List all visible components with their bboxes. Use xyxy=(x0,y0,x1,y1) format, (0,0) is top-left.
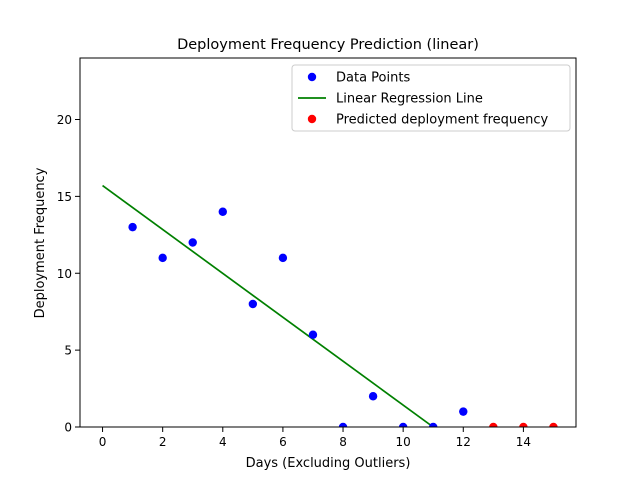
scatter-point-s1-7 xyxy=(308,330,318,339)
scatter-point-s1-1 xyxy=(128,222,137,232)
x-tick-label-6: 10 xyxy=(396,435,411,449)
scatter-point-s1-5 xyxy=(248,299,258,309)
scatter-point-s1-8 xyxy=(338,422,348,427)
scatter-point-s1-6 xyxy=(278,253,288,263)
y-tick-label-5: 20 xyxy=(57,113,72,127)
y-tick-label-1: 0 xyxy=(64,421,72,435)
chart-title: Deployment Frequency Prediction (linear) xyxy=(177,37,479,53)
legend-label-3: Predicted deployment frequency xyxy=(336,113,549,128)
series-line-2 xyxy=(102,184,434,427)
y-tick-label-4: 15 xyxy=(57,190,72,204)
legend: Data Points Linear Regression Line Predict… xyxy=(291,64,571,132)
y-tick-label-3: 10 xyxy=(57,267,72,281)
legend-label-2: Linear Regression Line xyxy=(336,92,483,107)
x-axis-label: Days (Excluding Outliers) xyxy=(246,456,411,471)
x-tick-label-2: 2 xyxy=(159,435,167,449)
scatter-point-s3-1 xyxy=(489,422,498,427)
scatter-point-s1-11 xyxy=(429,422,438,427)
series-layer xyxy=(102,184,558,427)
x-tick-label-3: 4 xyxy=(219,435,227,449)
scatter-point-s1-12 xyxy=(459,407,468,416)
plot-frame xyxy=(79,57,577,428)
scatter-point-s1-2 xyxy=(158,253,167,263)
y-tick-label-2: 5 xyxy=(64,344,72,358)
y-axis-ticks: 0 5 10 15 20 xyxy=(57,113,80,435)
scatter-point-s1-9 xyxy=(368,392,378,401)
x-tick-label-8: 14 xyxy=(516,435,531,449)
x-axis-ticks: 0 2 4 6 8 10 12 14 xyxy=(99,427,531,449)
scatter-point-s1-3 xyxy=(188,238,197,247)
x-tick-label-4: 6 xyxy=(279,435,287,449)
x-tick-label-1: 0 xyxy=(99,435,107,449)
legend-box xyxy=(291,64,571,132)
x-tick-label-7: 12 xyxy=(456,435,471,449)
scatter-point-s1-10 xyxy=(398,422,408,427)
y-axis-label: Deployment Frequency xyxy=(33,167,48,318)
scatter-point-s3-2 xyxy=(519,422,528,427)
x-tick-label-5: 8 xyxy=(339,435,347,449)
scatter-point-s3-3 xyxy=(549,422,558,427)
legend-swatch-3 xyxy=(307,114,317,124)
legend-swatch-1 xyxy=(307,72,317,82)
scatter-point-s1-4 xyxy=(218,207,227,216)
legend-label-1: Data Points xyxy=(336,71,410,86)
